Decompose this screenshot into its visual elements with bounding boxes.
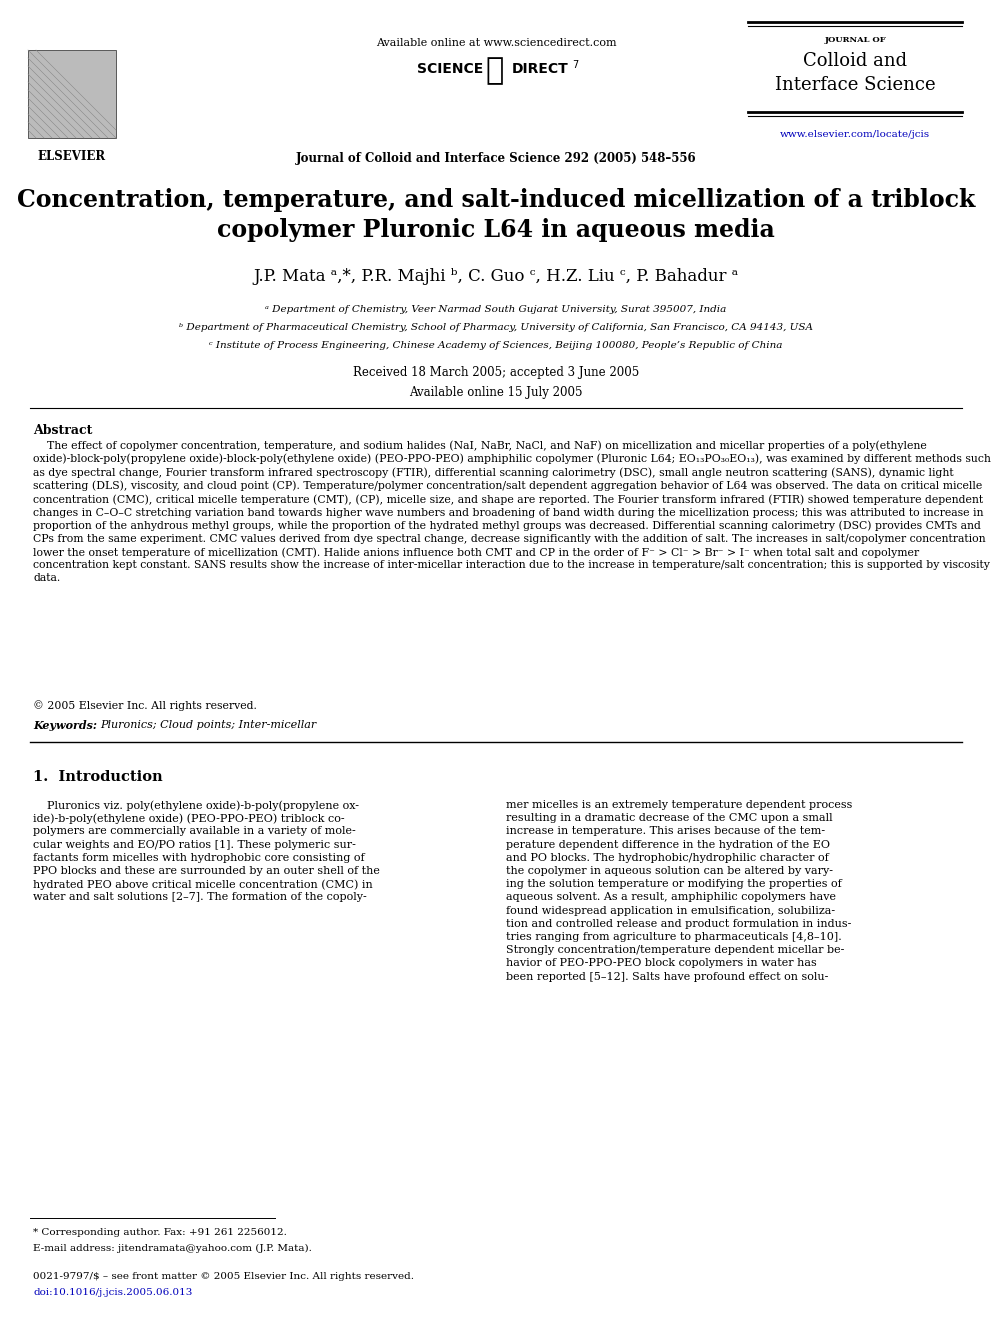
Text: SCIENCE: SCIENCE — [417, 62, 483, 75]
Text: 0021-9797/$ – see front matter © 2005 Elsevier Inc. All rights reserved.: 0021-9797/$ – see front matter © 2005 El… — [33, 1271, 414, 1281]
Text: DIRECT: DIRECT — [512, 62, 568, 75]
Text: 1.  Introduction: 1. Introduction — [33, 770, 163, 785]
Text: and PO blocks. The hydrophobic/hydrophilic character of: and PO blocks. The hydrophobic/hydrophil… — [506, 853, 828, 863]
Text: Received 18 March 2005; accepted 3 June 2005: Received 18 March 2005; accepted 3 June … — [353, 366, 639, 378]
Text: found widespread application in emulsification, solubiliza-: found widespread application in emulsifi… — [506, 906, 835, 916]
Text: Pluronics viz. poly(ethylene oxide)-b-poly(propylene ox-: Pluronics viz. poly(ethylene oxide)-b-po… — [33, 800, 359, 811]
Text: resulting in a dramatic decrease of the CMC upon a small: resulting in a dramatic decrease of the … — [506, 814, 832, 823]
Text: Journal of Colloid and Interface Science 292 (2005) 548–556: Journal of Colloid and Interface Science… — [296, 152, 696, 165]
Text: Strongly concentration/temperature dependent micellar be-: Strongly concentration/temperature depen… — [506, 945, 844, 955]
Text: copolymer Pluronic L64 in aqueous media: copolymer Pluronic L64 in aqueous media — [217, 218, 775, 242]
Text: The effect of copolymer concentration, temperature, and sodium halides (NaI, NaB: The effect of copolymer concentration, t… — [33, 441, 991, 583]
Text: doi:10.1016/j.jcis.2005.06.013: doi:10.1016/j.jcis.2005.06.013 — [33, 1289, 192, 1297]
Text: Interface Science: Interface Science — [775, 75, 935, 94]
Text: JOURNAL OF: JOURNAL OF — [824, 36, 886, 44]
FancyBboxPatch shape — [28, 50, 116, 138]
Text: increase in temperature. This arises because of the tem-: increase in temperature. This arises bec… — [506, 827, 825, 836]
Text: tries ranging from agriculture to pharmaceuticals [4,8–10].: tries ranging from agriculture to pharma… — [506, 931, 842, 942]
Text: the copolymer in aqueous solution can be altered by vary-: the copolymer in aqueous solution can be… — [506, 867, 833, 876]
Text: * Corresponding author. Fax: +91 261 2256012.: * Corresponding author. Fax: +91 261 225… — [33, 1228, 287, 1237]
Text: ELSEVIER: ELSEVIER — [38, 149, 106, 163]
Text: ing the solution temperature or modifying the properties of: ing the solution temperature or modifyin… — [506, 880, 842, 889]
Text: ide)-b-poly(ethylene oxide) (PEO-PPO-PEO) triblock co-: ide)-b-poly(ethylene oxide) (PEO-PPO-PEO… — [33, 814, 344, 824]
Text: PPO blocks and these are surrounded by an outer shell of the: PPO blocks and these are surrounded by a… — [33, 867, 380, 876]
Text: ⓐ: ⓐ — [486, 56, 504, 85]
Text: Available online 15 July 2005: Available online 15 July 2005 — [410, 386, 582, 400]
Text: www.elsevier.com/locate/jcis: www.elsevier.com/locate/jcis — [780, 130, 930, 139]
Text: E-mail address: jitendramata@yahoo.com (J.P. Mata).: E-mail address: jitendramata@yahoo.com (… — [33, 1244, 311, 1253]
Text: ᵃ Department of Chemistry, Veer Narmad South Gujarat University, Surat 395007, I: ᵃ Department of Chemistry, Veer Narmad S… — [266, 306, 726, 314]
Text: tion and controlled release and product formulation in indus-: tion and controlled release and product … — [506, 918, 851, 929]
Text: © 2005 Elsevier Inc. All rights reserved.: © 2005 Elsevier Inc. All rights reserved… — [33, 700, 257, 710]
Text: Available online at www.sciencedirect.com: Available online at www.sciencedirect.co… — [376, 38, 616, 48]
Text: ᵇ Department of Pharmaceutical Chemistry, School of Pharmacy, University of Cali: ᵇ Department of Pharmaceutical Chemistry… — [179, 323, 813, 332]
Text: factants form micelles with hydrophobic core consisting of: factants form micelles with hydrophobic … — [33, 853, 365, 863]
Text: havior of PEO-PPO-PEO block copolymers in water has: havior of PEO-PPO-PEO block copolymers i… — [506, 958, 816, 968]
Text: cular weights and EO/PO ratios [1]. These polymeric sur-: cular weights and EO/PO ratios [1]. Thes… — [33, 840, 356, 849]
Text: Concentration, temperature, and salt-induced micellization of a triblock: Concentration, temperature, and salt-ind… — [17, 188, 975, 212]
Text: ᶜ Institute of Process Engineering, Chinese Academy of Sciences, Beijing 100080,: ᶜ Institute of Process Engineering, Chin… — [209, 341, 783, 351]
Text: 7: 7 — [572, 60, 578, 70]
Text: aqueous solvent. As a result, amphiphilic copolymers have: aqueous solvent. As a result, amphiphili… — [506, 893, 836, 902]
Text: Keywords:: Keywords: — [33, 720, 97, 732]
Text: mer micelles is an extremely temperature dependent process: mer micelles is an extremely temperature… — [506, 800, 852, 810]
Text: Pluronics; Cloud points; Inter-micellar: Pluronics; Cloud points; Inter-micellar — [100, 720, 316, 730]
Text: water and salt solutions [2–7]. The formation of the copoly-: water and salt solutions [2–7]. The form… — [33, 893, 367, 902]
Text: polymers are commercially available in a variety of mole-: polymers are commercially available in a… — [33, 827, 356, 836]
Text: Colloid and: Colloid and — [803, 52, 907, 70]
Text: been reported [5–12]. Salts have profound effect on solu-: been reported [5–12]. Salts have profoun… — [506, 971, 828, 982]
Text: Abstract: Abstract — [33, 423, 92, 437]
Text: hydrated PEO above critical micelle concentration (CMC) in: hydrated PEO above critical micelle conc… — [33, 880, 373, 890]
Text: J.P. Mata ᵃ,*, P.R. Majhi ᵇ, C. Guo ᶜ, H.Z. Liu ᶜ, P. Bahadur ᵃ: J.P. Mata ᵃ,*, P.R. Majhi ᵇ, C. Guo ᶜ, H… — [253, 269, 739, 284]
Text: perature dependent difference in the hydration of the EO: perature dependent difference in the hyd… — [506, 840, 830, 849]
